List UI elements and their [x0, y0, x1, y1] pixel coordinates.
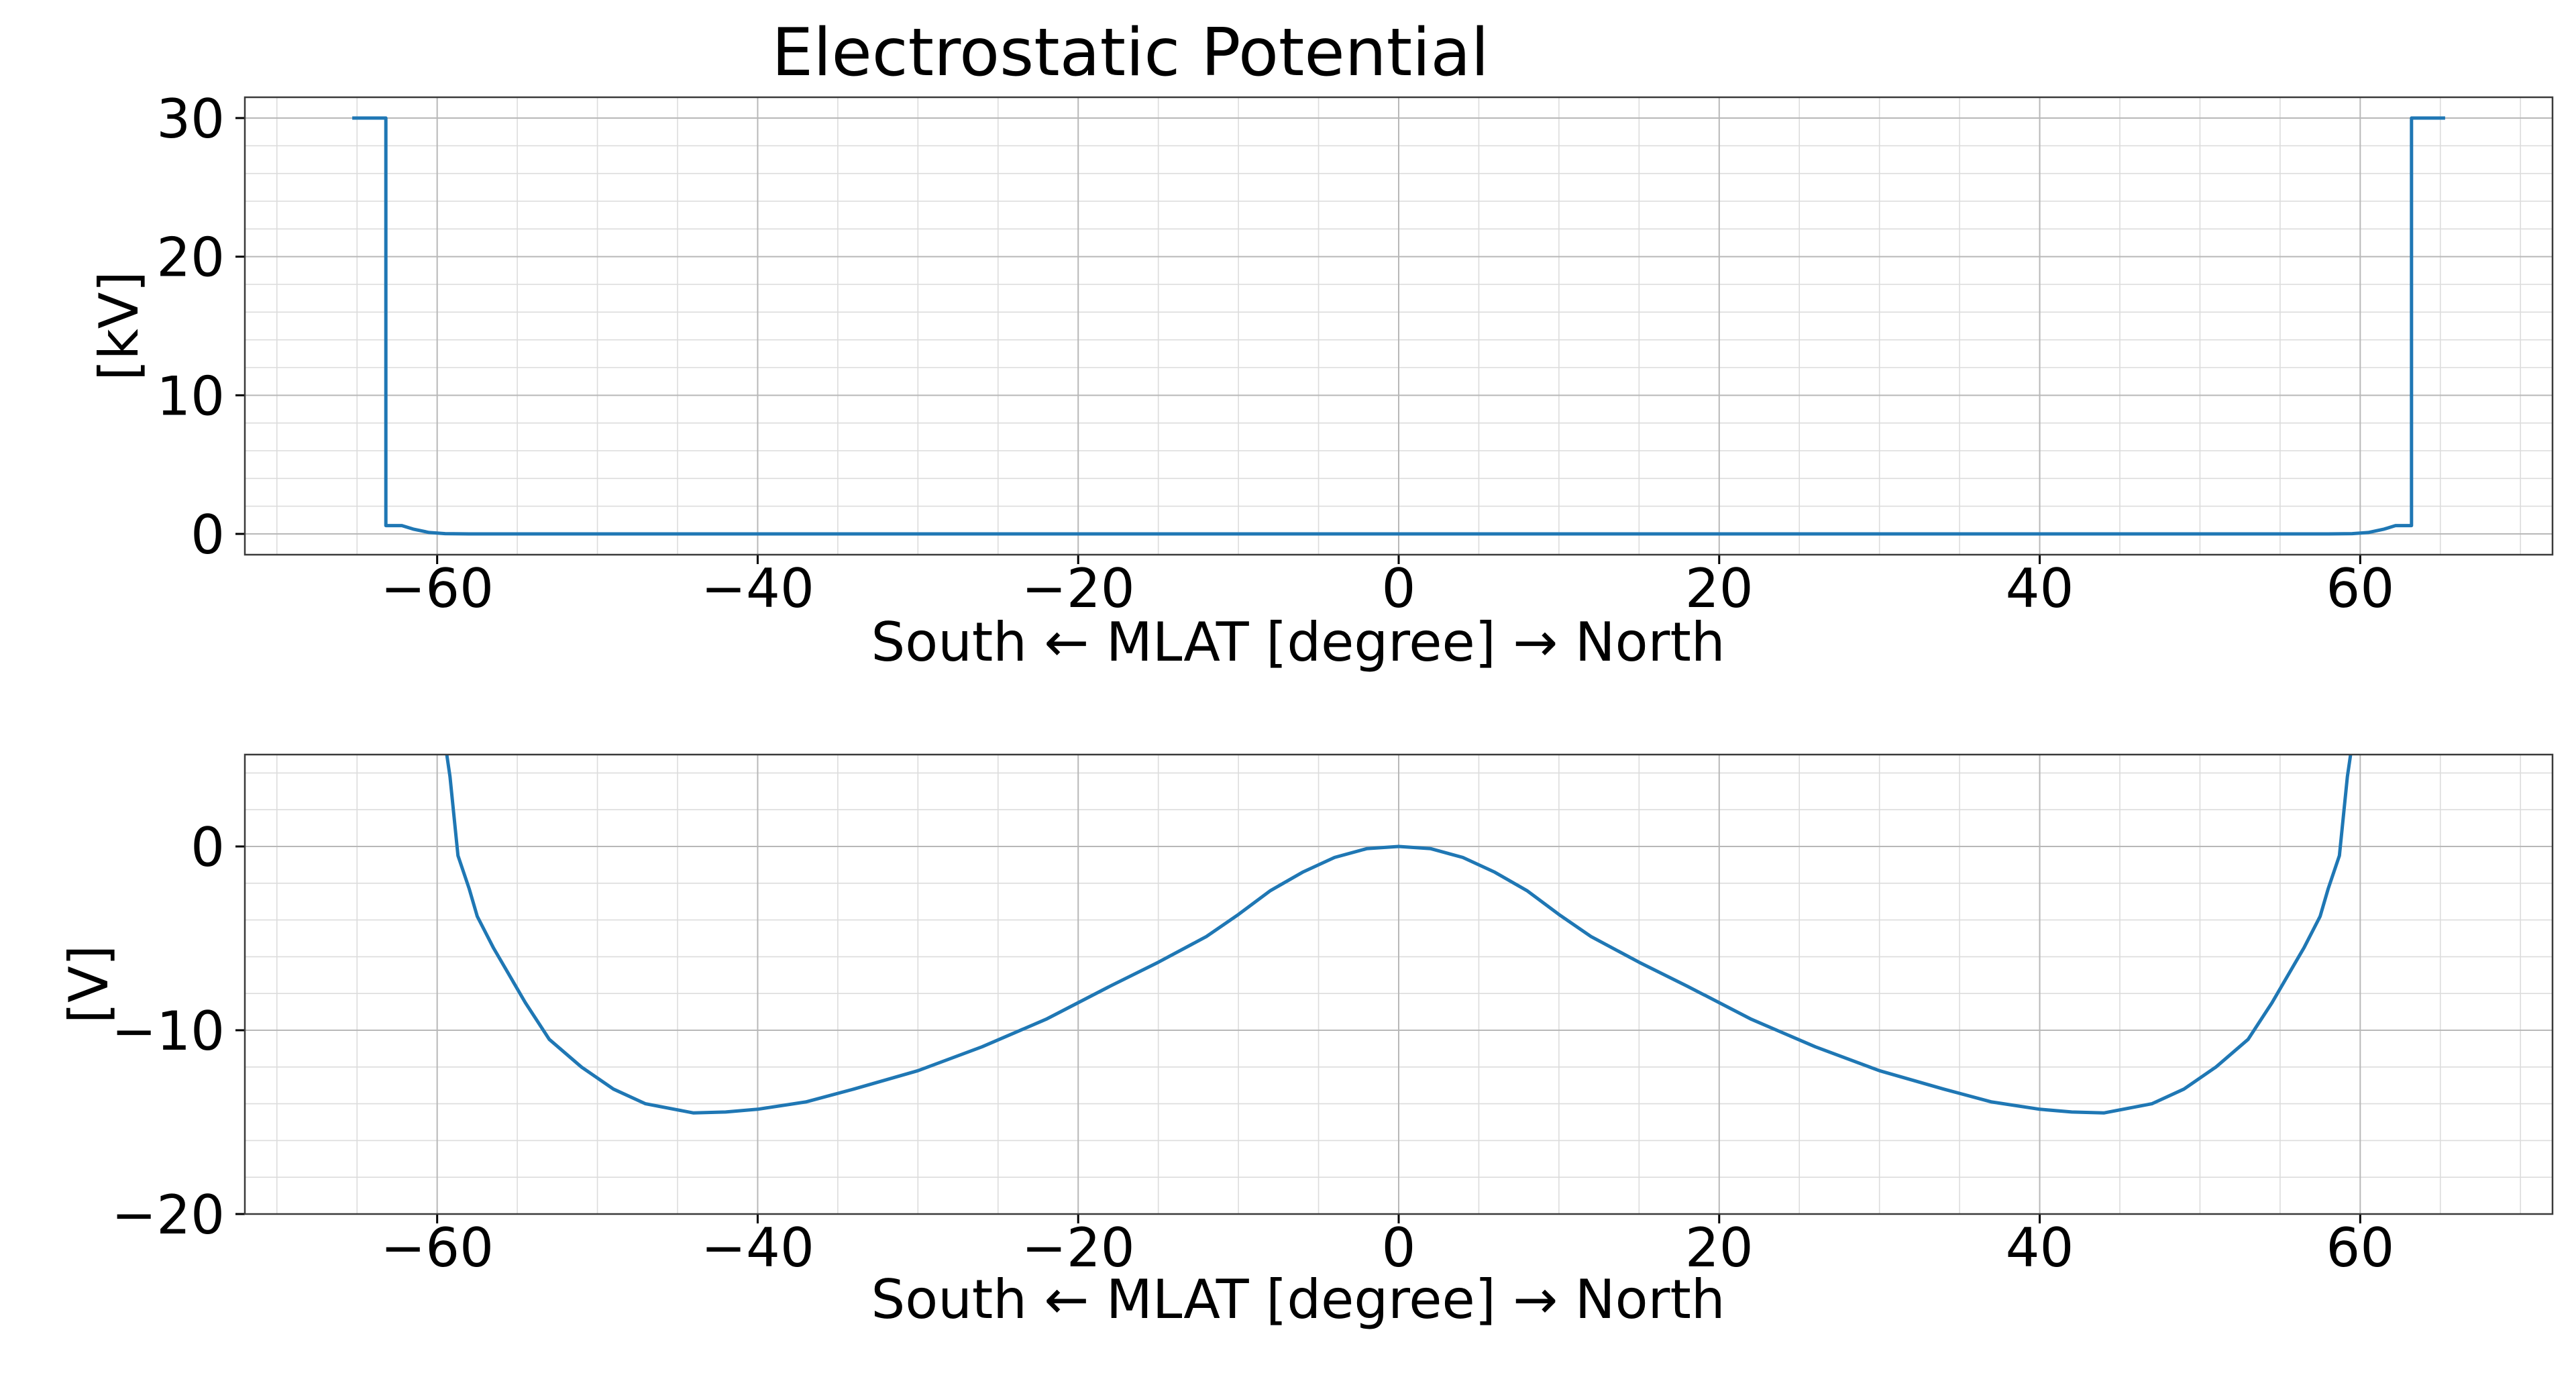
x-tick-label: 60 — [2326, 1217, 2394, 1279]
x-tick-label: 0 — [1382, 557, 1416, 620]
x-tick-label: 40 — [2006, 1217, 2074, 1279]
x-tick-label: −60 — [380, 557, 494, 620]
y-tick-label: 20 — [156, 227, 225, 289]
grid — [245, 755, 2553, 1215]
x-tick-label: −20 — [1022, 1217, 1135, 1279]
x-tick-label: −60 — [380, 1217, 494, 1279]
x-tick-label: −40 — [701, 1217, 814, 1279]
x-tick-label: 40 — [2006, 557, 2074, 620]
x-tick-label: 60 — [2326, 557, 2394, 620]
plot-frame — [244, 96, 2554, 556]
x-axis-label: South ← MLAT [degree] → North — [871, 611, 1725, 673]
y-axis-label: [V] — [58, 945, 120, 1024]
x-tick-label: 20 — [1685, 1217, 1754, 1279]
x-tick-label: −40 — [701, 557, 814, 620]
grid — [245, 97, 2553, 555]
y-tick-label: 30 — [156, 88, 225, 150]
y-tick-label: 10 — [156, 365, 225, 427]
y-tick-label: 0 — [191, 504, 225, 566]
y-tick-label: −10 — [111, 1000, 225, 1062]
series-line — [445, 755, 2353, 1115]
y-axis-label: [kV] — [88, 271, 150, 380]
x-tick-label: −20 — [1022, 557, 1135, 620]
kv-potential-panel: −60 −40 −20 0 20 40 60 0 10 20 30 South ← MLAT [deg… — [88, 88, 2554, 673]
y-tick-label: 0 — [191, 816, 225, 879]
chart-title: Electrostatic Potential — [771, 15, 1489, 91]
x-tick-label: 20 — [1685, 557, 1754, 620]
x-axis-label: South ← MLAT [degree] → North — [871, 1268, 1725, 1331]
plot-frame — [244, 753, 2554, 1215]
y-tick-label: −20 — [111, 1184, 225, 1246]
x-tick-label: 0 — [1382, 1217, 1416, 1279]
series-line — [352, 116, 2445, 536]
